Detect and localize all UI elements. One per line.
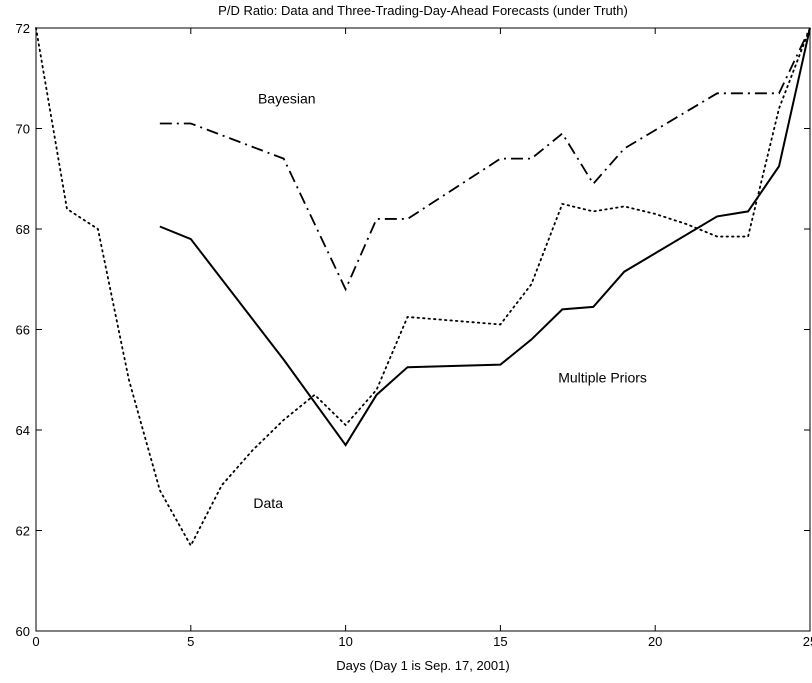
x-tick-label: 0 xyxy=(32,634,39,649)
chart-title: P/D Ratio: Data and Three-Trading-Day-Ah… xyxy=(218,3,628,18)
series-line-bayesian xyxy=(159,27,811,292)
y-tick-label: 60 xyxy=(16,624,30,639)
x-tick-label: 25 xyxy=(803,634,812,649)
series-line-data xyxy=(35,27,811,548)
axis-ticks: 0 5 10 15 20 25 60 62 64 66 68 70 72 xyxy=(16,21,812,649)
y-tick-label: 64 xyxy=(16,423,30,438)
annotation-multiple-priors: Multiple Priors xyxy=(558,369,647,385)
y-tick-label: 72 xyxy=(16,21,30,36)
y-tick-label: 62 xyxy=(16,524,30,539)
annotation-bayesian: Bayesian xyxy=(258,90,316,106)
x-axis-label: Days (Day 1 is Sep. 17, 2001) xyxy=(336,658,509,673)
annotations: Bayesian Data Multiple Priors xyxy=(253,90,647,511)
series-line-multiple-priors xyxy=(159,27,811,447)
plot-frame xyxy=(35,27,811,632)
x-tick-label: 5 xyxy=(187,634,194,649)
x-tick-label: 10 xyxy=(338,634,352,649)
y-tick-label: 68 xyxy=(16,222,30,237)
annotation-data: Data xyxy=(253,495,283,511)
y-tick-label: 66 xyxy=(16,323,30,338)
series-lines xyxy=(35,27,811,548)
x-tick-label: 20 xyxy=(648,634,662,649)
x-tick-label: 15 xyxy=(493,634,507,649)
y-tick-label: 70 xyxy=(16,122,30,137)
